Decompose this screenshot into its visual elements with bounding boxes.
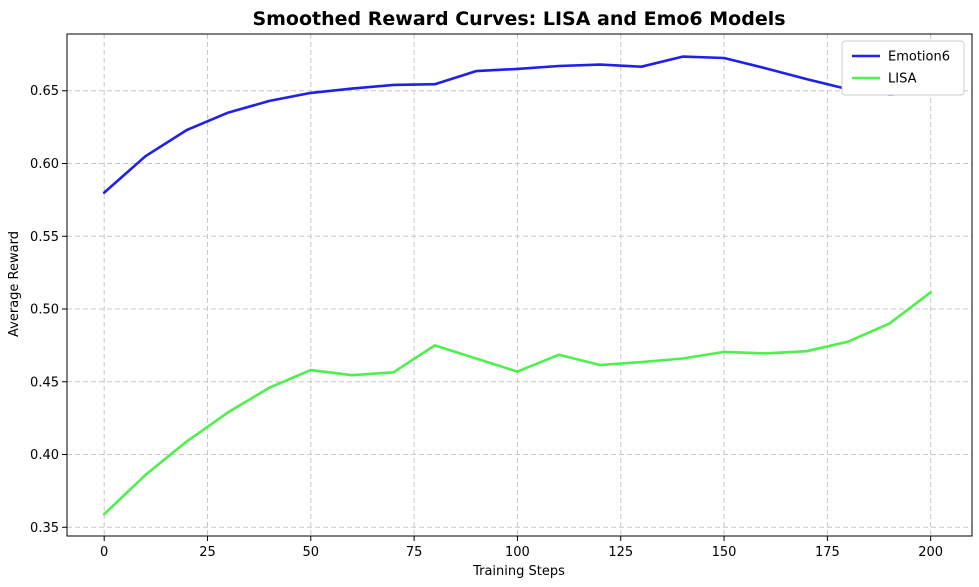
x-tick-label: 200 bbox=[918, 545, 943, 560]
x-tick-label: 150 bbox=[712, 545, 737, 560]
x-tick-label: 75 bbox=[406, 545, 423, 560]
x-axis: 0 25 50 75 100 125 150 175 200 bbox=[100, 536, 943, 560]
grid-lines bbox=[67, 34, 972, 536]
y-tick-label: 0.35 bbox=[30, 521, 59, 536]
y-tick-label: 0.50 bbox=[30, 303, 59, 318]
legend-box bbox=[841, 40, 965, 96]
legend-label: Emotion6 bbox=[888, 50, 950, 65]
legend: Emotion6 LISA bbox=[841, 40, 965, 96]
y-axis: 0.35 0.40 0.45 0.50 0.55 0.60 0.65 bbox=[30, 84, 67, 536]
y-axis-label: Average Reward bbox=[7, 231, 22, 337]
y-tick-label: 0.65 bbox=[30, 84, 59, 99]
x-tick-label: 100 bbox=[505, 545, 530, 560]
legend-label: LISA bbox=[888, 72, 917, 87]
x-tick-label: 175 bbox=[815, 545, 840, 560]
series-line-lisa bbox=[102, 290, 933, 516]
y-tick-label: 0.40 bbox=[30, 448, 59, 463]
x-tick-label: 25 bbox=[199, 545, 216, 560]
x-tick-label: 125 bbox=[608, 545, 633, 560]
chart-title: Smoothed Reward Curves: LISA and Emo6 Mo… bbox=[252, 8, 785, 30]
series-line-emotion6 bbox=[102, 55, 933, 194]
plot-area-frame bbox=[66, 33, 973, 537]
x-axis-label: Training Steps bbox=[472, 564, 565, 579]
x-tick-label: 0 bbox=[100, 545, 108, 560]
series-layer bbox=[102, 55, 933, 516]
y-tick-label: 0.45 bbox=[30, 375, 59, 390]
y-tick-label: 0.55 bbox=[30, 230, 59, 245]
x-tick-label: 50 bbox=[303, 545, 320, 560]
y-tick-label: 0.60 bbox=[30, 157, 59, 172]
